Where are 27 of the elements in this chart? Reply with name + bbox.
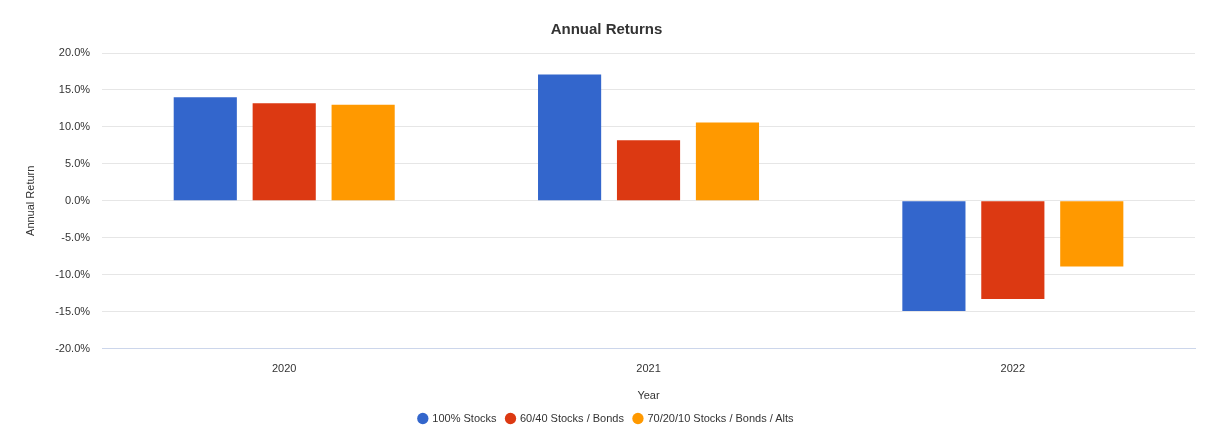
bar [1060, 201, 1124, 267]
legend-label: 100% Stocks [432, 411, 497, 424]
x-axis-title: Year [637, 389, 660, 402]
bar [616, 140, 681, 201]
bar [331, 104, 395, 201]
y-tick-label: 10.0% [58, 119, 91, 132]
y-tick-label: -15.0% [55, 304, 91, 317]
bar [173, 97, 237, 201]
y-tick-label: -5.0% [61, 230, 91, 243]
y-tick-label: 20.0% [58, 46, 91, 59]
y-tick-label: 5.0% [64, 156, 91, 169]
bar [981, 201, 1045, 300]
chart-title: Annual Returns [550, 20, 663, 38]
x-tick-label: 2022 [1000, 362, 1026, 375]
bar [252, 103, 316, 201]
legend-label: 70/20/10 Stocks / Bonds / Alts [647, 411, 795, 424]
bar [695, 122, 760, 201]
y-tick-label: -10.0% [55, 267, 91, 280]
y-tick-label: 15.0% [58, 82, 91, 95]
legend-label: 60/40 Stocks / Bonds [520, 411, 625, 424]
x-tick-label: 2021 [636, 362, 661, 375]
y-tick-label: 0.0% [64, 193, 91, 206]
bar [538, 74, 602, 201]
bar [902, 201, 966, 311]
y-axis-title: Annual Return [23, 165, 36, 236]
x-tick-label: 2020 [271, 362, 297, 375]
y-tick-label: -20.0% [55, 341, 91, 354]
